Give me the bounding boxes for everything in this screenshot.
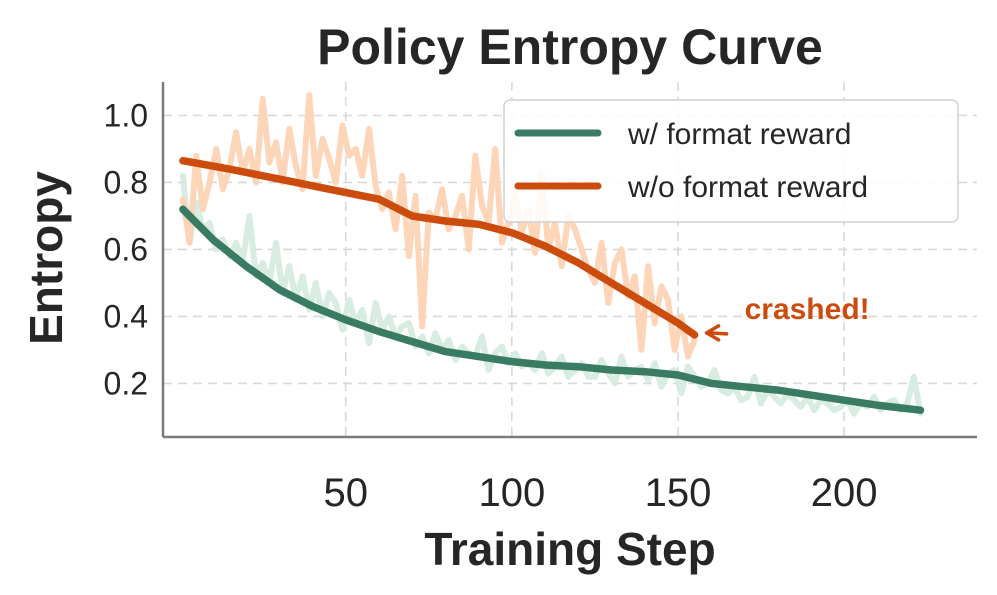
annotation-arrow-shaft <box>707 331 729 336</box>
y-tick-label: 0.6 <box>104 231 148 267</box>
annotations: crashed! <box>704 293 870 342</box>
raw-line-series-0 <box>179 172 924 417</box>
x-tick-label: 200 <box>811 471 878 515</box>
smoothed-line-series-1 <box>179 156 699 339</box>
smoothed-series-lines <box>179 156 925 414</box>
legend: w/ format reward w/o format reward <box>503 99 959 223</box>
smoothed-line-series-0 <box>179 205 925 414</box>
raw-line-series-1 <box>179 92 698 360</box>
axes-spines <box>161 82 977 439</box>
legend-box <box>503 99 959 223</box>
x-tick-labels: 50 100 150 200 <box>323 471 877 515</box>
y-tick-labels: 0.2 0.4 0.6 0.8 1.0 <box>104 97 148 401</box>
x-tick-label: 50 <box>323 471 368 515</box>
annotation-crashed-label: crashed! <box>745 293 870 326</box>
y-tick-label: 1.0 <box>104 97 148 133</box>
chart-title: Policy Entropy Curve <box>317 19 823 75</box>
y-tick-label: 0.8 <box>104 164 148 200</box>
legend-label-with-format: w/ format reward <box>627 118 851 151</box>
x-tick-label: 150 <box>645 471 712 515</box>
y-tick-label: 0.4 <box>104 298 148 334</box>
raw-series-lines <box>179 92 924 417</box>
y-tick-label: 0.2 <box>104 365 148 401</box>
x-tick-label: 100 <box>478 471 545 515</box>
x-axis-label: Training Step <box>424 523 715 575</box>
annotation-arrow-head <box>704 324 721 342</box>
y-axis-label: Entropy <box>20 171 72 345</box>
legend-label-without-format: w/o format reward <box>627 171 868 204</box>
